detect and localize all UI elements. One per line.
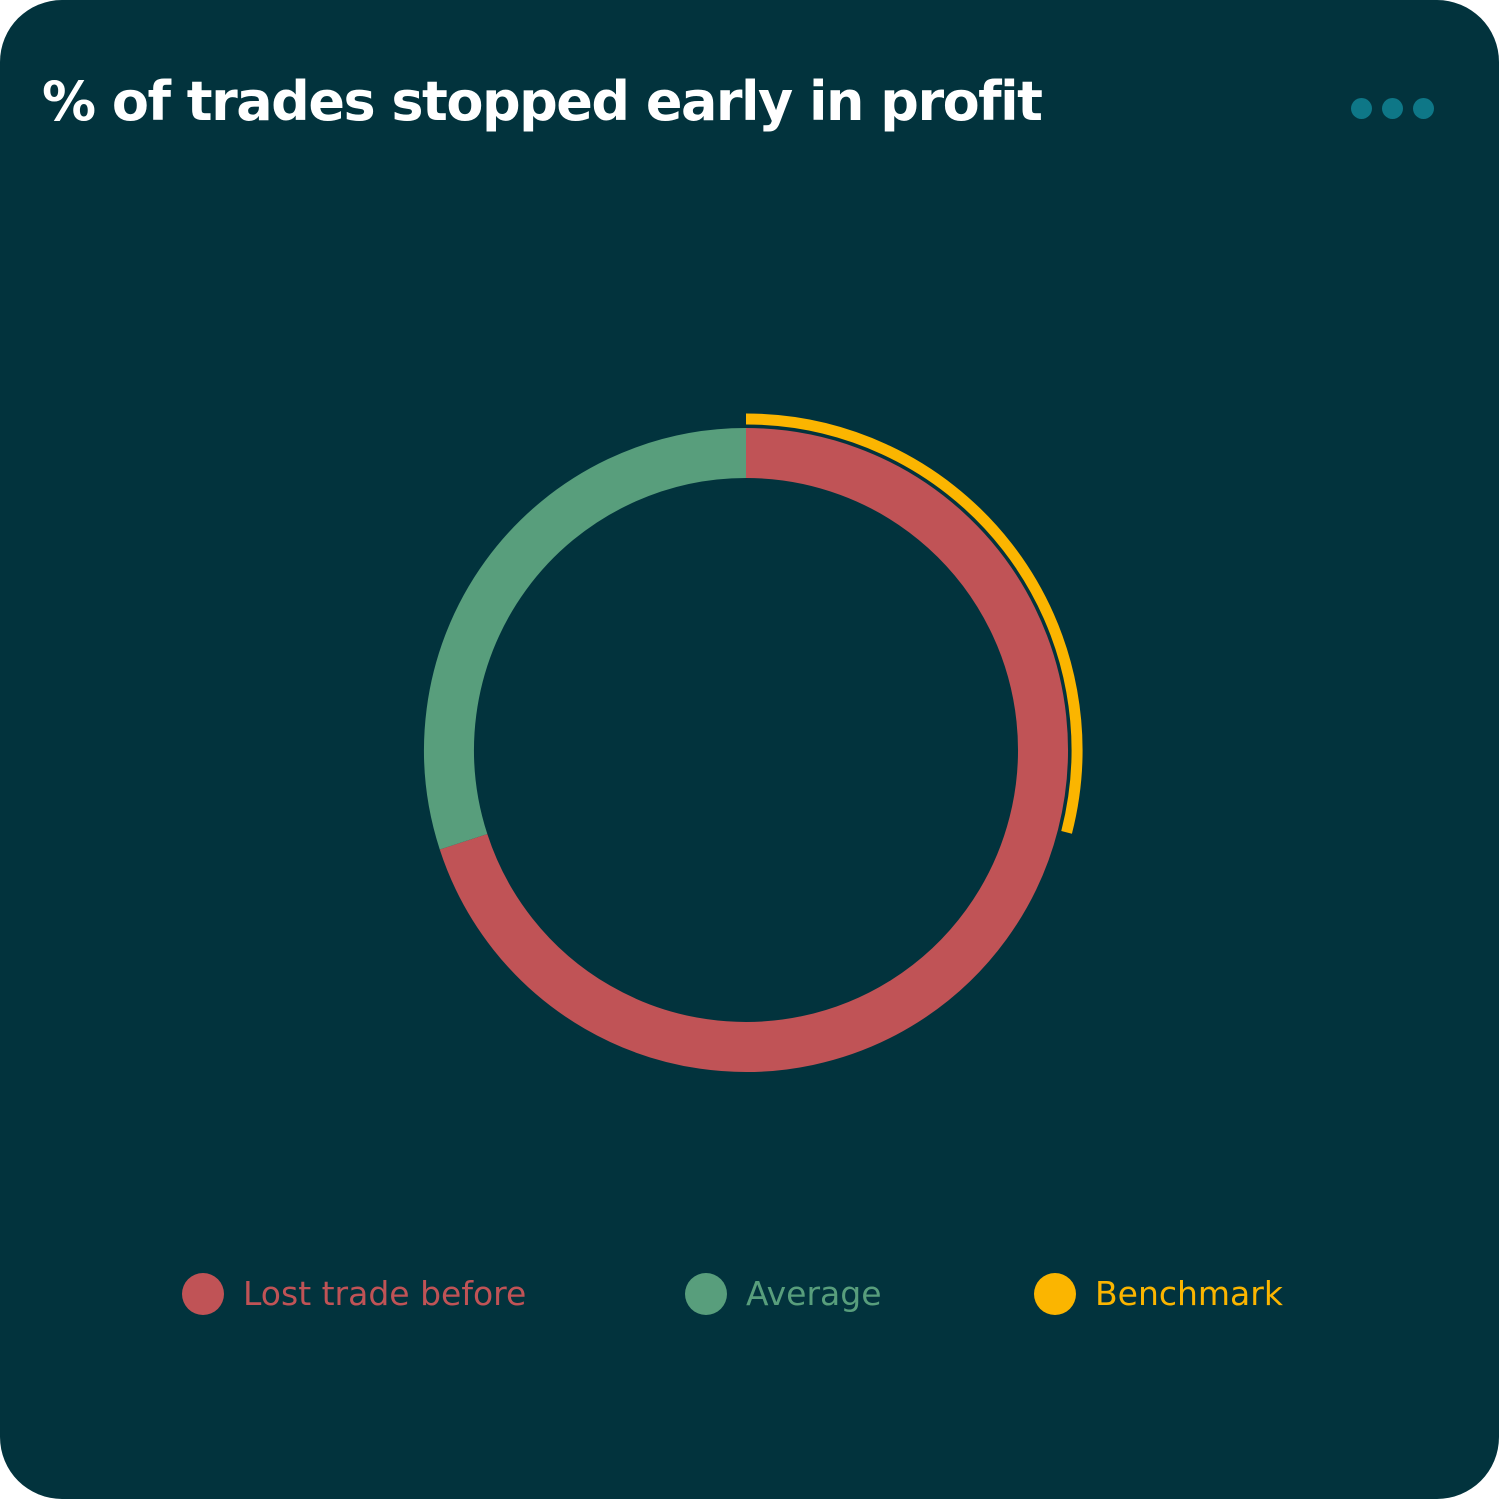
more-horizontal-icon-dot	[1381, 97, 1403, 119]
legend-item-benchmark[interactable]: Benchmark	[1034, 1268, 1283, 1320]
chart-title: % of trades stopped early in profit	[42, 70, 1043, 133]
donut-segment-average[interactable]	[424, 428, 747, 850]
legend-item-average[interactable]: Average	[685, 1268, 882, 1320]
more-options-button[interactable]	[1340, 88, 1444, 128]
legend-item-lost-trade-before[interactable]: Lost trade before	[182, 1268, 526, 1320]
legend-swatch-average	[685, 1273, 727, 1315]
legend-swatch-lost-trade-before	[182, 1273, 224, 1315]
more-horizontal-icon	[1350, 97, 1372, 119]
legend-swatch-benchmark	[1034, 1273, 1076, 1315]
donut-arc-benchmark[interactable]	[745, 413, 1083, 834]
more-horizontal-icon-dot	[1412, 97, 1434, 119]
donut-segment-lost-trade-before[interactable]	[439, 428, 1068, 1072]
legend-label-lost-trade-before: Lost trade before	[243, 1274, 527, 1313]
legend-label-benchmark: Benchmark	[1095, 1274, 1283, 1313]
legend-label-average: Average	[746, 1274, 882, 1313]
